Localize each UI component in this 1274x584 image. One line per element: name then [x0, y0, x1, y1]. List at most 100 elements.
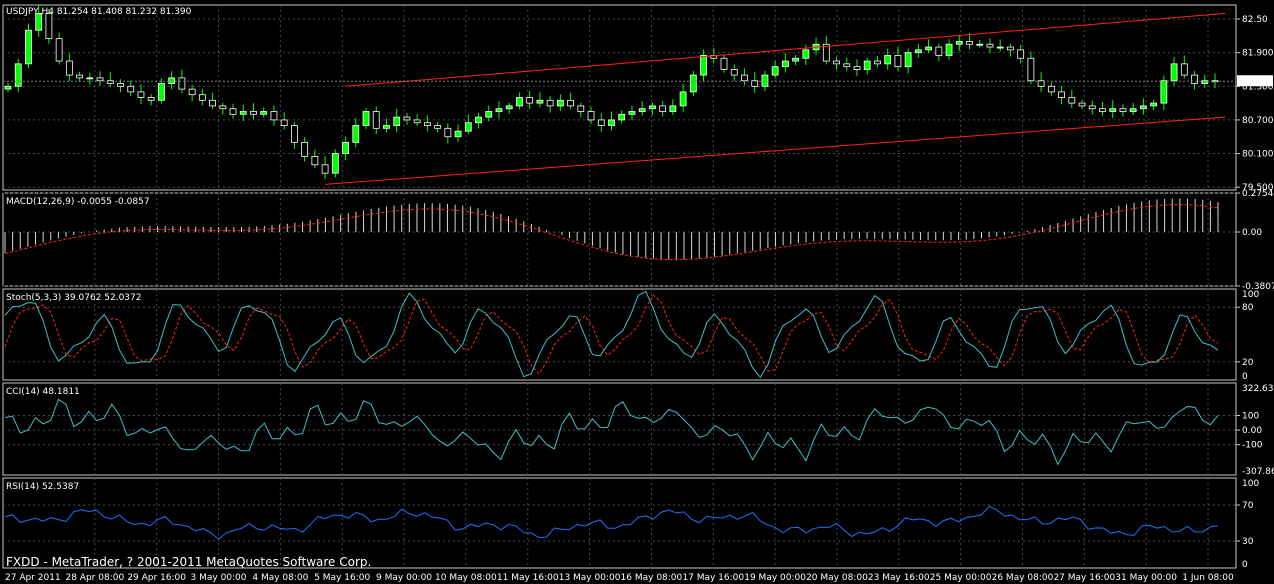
candle	[546, 99, 554, 107]
candle	[986, 43, 994, 48]
pane-frame-2	[2, 288, 1237, 381]
candle	[475, 116, 482, 124]
candle	[229, 108, 237, 115]
candle	[1058, 91, 1065, 98]
candle	[833, 60, 840, 65]
candle	[495, 108, 503, 112]
candle	[14, 63, 22, 87]
time-tick-label: 27 May 16:00	[1053, 573, 1115, 583]
indicator-header-macd: MACD(12,26,9) -0.0055 -0.0857	[6, 197, 150, 207]
copyright-text: FXDD - MetaTrader, ? 2001-2011 MetaQuote…	[6, 555, 371, 569]
candle	[362, 111, 370, 126]
time-tick-label: 5 May 16:00	[314, 573, 370, 583]
candle	[884, 55, 892, 65]
indicator-tick-label: 0	[1242, 560, 1248, 570]
candle	[383, 125, 390, 129]
candle	[25, 29, 32, 65]
candle	[331, 153, 339, 174]
candle	[158, 83, 165, 101]
time-tick-label: 17 May 16:00	[682, 573, 744, 583]
time-tick-label: 3 May 00:00	[191, 573, 247, 583]
candle	[689, 74, 697, 93]
candle	[700, 55, 707, 76]
time-tick-label: 31 May 00:00	[1115, 573, 1177, 583]
time-tick-label: 26 May 08:00	[992, 573, 1054, 583]
candle	[198, 94, 206, 101]
stoch-main-line	[4, 290, 1219, 379]
candle	[301, 141, 309, 157]
candle	[1109, 108, 1117, 112]
candle	[1170, 63, 1178, 82]
time-tick-label: 25 May 00:00	[930, 573, 992, 583]
indicator-tick-label: 100	[1242, 479, 1259, 489]
candle	[188, 88, 196, 96]
candle	[260, 111, 268, 115]
candle	[649, 105, 656, 110]
candle	[168, 77, 176, 84]
candle	[352, 125, 360, 143]
price-tick-label: 80.100	[1242, 150, 1274, 160]
candle	[454, 130, 462, 138]
candle	[741, 74, 748, 82]
candle	[55, 38, 63, 62]
candle	[413, 119, 421, 124]
indicator-tick-label: 20	[1242, 358, 1254, 368]
candle	[291, 125, 298, 143]
candle	[76, 74, 84, 79]
candle	[1191, 74, 1198, 84]
candle	[1068, 97, 1076, 104]
candle	[86, 77, 94, 80]
indicator-tick-label: 0.00	[1242, 426, 1262, 436]
candle	[781, 60, 789, 68]
price-tick-label: 80.700	[1242, 116, 1274, 126]
candle	[1027, 57, 1035, 82]
candle	[679, 91, 687, 107]
candle	[587, 111, 595, 121]
candle	[597, 119, 605, 126]
channel-lower-line	[325, 116, 1226, 185]
candle	[792, 57, 800, 62]
candle	[608, 119, 615, 126]
candle	[1017, 49, 1025, 59]
candle	[536, 99, 544, 104]
candle	[894, 55, 902, 68]
candle	[1099, 108, 1106, 112]
candle	[618, 113, 626, 121]
candle	[1160, 80, 1168, 104]
candle	[1150, 102, 1158, 107]
candle	[843, 63, 851, 68]
candle	[976, 43, 984, 46]
candle	[35, 13, 43, 31]
indicator-header-cci: CCI(14) 48.1811	[6, 387, 80, 397]
candle	[577, 105, 585, 112]
candle	[96, 77, 104, 82]
candle	[822, 43, 830, 62]
candle	[516, 97, 523, 107]
indicator-tick-label: -0.3807	[1242, 282, 1274, 292]
cci-line	[4, 398, 1219, 466]
candle	[638, 108, 646, 112]
candle	[505, 105, 513, 110]
candle	[434, 125, 442, 129]
indicator-tick-label: 0	[1242, 372, 1248, 382]
candle	[403, 116, 411, 121]
candle	[853, 66, 861, 70]
time-tick-label: 29 Apr 16:00	[127, 573, 186, 583]
candle	[178, 77, 186, 90]
candle	[147, 97, 155, 101]
time-tick-label: 20 May 08:00	[806, 573, 868, 583]
candle	[423, 122, 431, 126]
candle	[1047, 85, 1055, 93]
candle	[761, 74, 769, 87]
indicator-tick-label: 100	[1242, 290, 1259, 300]
candle	[342, 141, 349, 154]
price-tick-label: 81.900	[1242, 49, 1274, 59]
candle	[464, 122, 472, 132]
time-tick-label: 10 May 08:00	[435, 573, 497, 583]
time-tick-label: 27 Apr 2011	[5, 573, 61, 583]
candle	[372, 111, 380, 129]
symbol-header: USDJPY,H4 81.254 81.408 81.232 81.390	[6, 7, 192, 17]
candle	[1088, 105, 1096, 110]
